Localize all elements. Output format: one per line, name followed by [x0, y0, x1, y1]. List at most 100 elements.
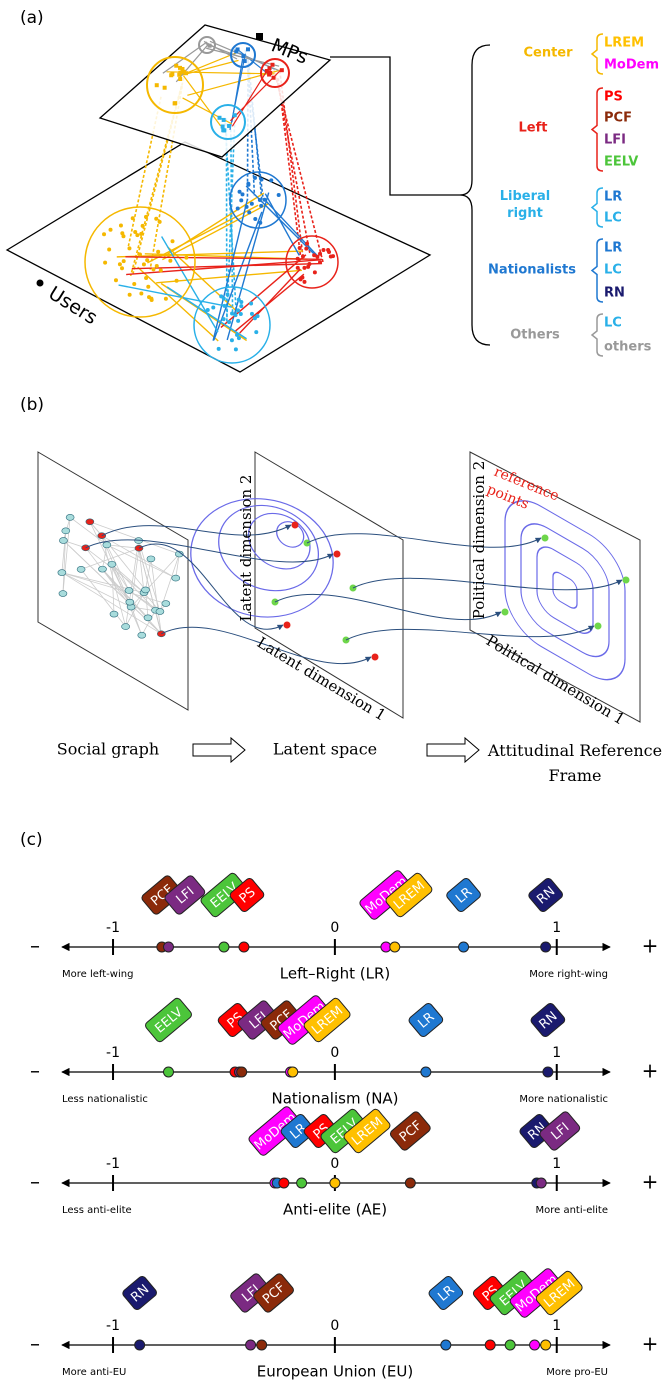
link: [132, 77, 185, 274]
user-node: [135, 233, 140, 238]
user-node: [138, 252, 143, 257]
graph-node: [65, 514, 75, 521]
mp-node: [221, 117, 226, 122]
mp-node: [184, 71, 189, 76]
link: [245, 185, 316, 256]
party-label: LR: [604, 190, 622, 205]
user-node: [102, 232, 107, 237]
link: [131, 262, 323, 270]
tick-label: -1: [106, 1318, 120, 1334]
panel-label: (c): [20, 830, 43, 850]
sign: –: [30, 934, 40, 958]
user-node: [130, 216, 135, 221]
latent-point: [371, 653, 379, 661]
user-node: [246, 181, 251, 186]
tick-label: 1: [552, 1318, 561, 1334]
party-tag: LFI: [539, 1111, 581, 1151]
dot: [484, 1339, 496, 1351]
party-label: LFI: [604, 133, 626, 148]
party-label: LC: [604, 263, 622, 278]
mapping-arrow: [345, 625, 595, 641]
edge: [111, 564, 130, 591]
dot: [389, 941, 401, 953]
user-node: [133, 229, 138, 234]
user-node: [276, 192, 281, 197]
party-tag: EELV: [145, 997, 192, 1043]
tag-box: [530, 1002, 566, 1038]
axis-label: Latent dimension 2: [237, 475, 255, 622]
brace: [459, 44, 491, 346]
mapping-arrow: [161, 626, 372, 664]
user-node: [297, 246, 302, 251]
user-node: [227, 320, 232, 325]
user-node: [222, 303, 227, 308]
tag-box: [122, 1275, 157, 1311]
user-node: [249, 201, 254, 206]
edge: [61, 572, 162, 635]
tag-box: [229, 877, 265, 913]
contour: [520, 523, 610, 658]
user-node: [120, 266, 125, 271]
link: [116, 250, 304, 258]
edge: [101, 535, 176, 579]
link: [126, 259, 319, 276]
user-node: [139, 231, 144, 236]
user-node: [258, 220, 263, 225]
group-label: Center: [523, 46, 573, 61]
user-node: [121, 234, 126, 239]
link: [239, 268, 301, 334]
user-node: [205, 308, 210, 313]
party-label: LC: [604, 211, 622, 226]
dot: [218, 941, 230, 953]
dot: [329, 1177, 341, 1189]
link: [163, 192, 265, 257]
tag-box: [539, 1111, 581, 1151]
mp-node: [162, 85, 167, 90]
user-node: [269, 178, 274, 183]
reference-point: [501, 608, 509, 616]
dot: [134, 1339, 146, 1351]
tick-label: 0: [330, 1156, 339, 1172]
tag-box: [253, 1273, 294, 1313]
user-node: [108, 227, 113, 232]
graph-node: [121, 623, 130, 630]
link: [137, 266, 219, 342]
user-node: [184, 255, 189, 260]
mapping-arrow: [274, 593, 502, 621]
user-node: [254, 330, 259, 335]
user-node: [300, 254, 305, 259]
link: [125, 256, 322, 261]
tag-box: [164, 875, 206, 915]
mp-node: [235, 47, 240, 52]
brace: [590, 187, 604, 228]
user-node: [233, 347, 238, 352]
party-tag: PS: [229, 877, 265, 913]
icon: [36, 279, 44, 287]
latent-point: [333, 550, 341, 558]
tick-label: -1: [106, 920, 120, 936]
dot-charts: -1 0 1 – + Left–Right (LR) More left-wing More …: [30, 870, 658, 1381]
mp-node: [178, 65, 183, 70]
party-tag: RN: [528, 877, 563, 913]
dot: [238, 941, 250, 953]
mapping-arrow: [352, 577, 623, 591]
mp-node: [177, 72, 182, 77]
dot: [287, 1066, 299, 1078]
pole-label: More anti-EU: [62, 1367, 126, 1378]
edge: [106, 544, 130, 591]
contour: [190, 498, 334, 618]
stage-label: Social graph: [57, 740, 159, 759]
user-node: [312, 270, 317, 275]
contour: [276, 521, 305, 548]
user-node: [230, 311, 235, 316]
user-node: [235, 332, 240, 337]
user-node: [238, 312, 243, 317]
mp-node: [220, 124, 225, 129]
brace: [590, 313, 604, 357]
mp-node: [221, 128, 226, 133]
mp-node: [180, 66, 185, 71]
